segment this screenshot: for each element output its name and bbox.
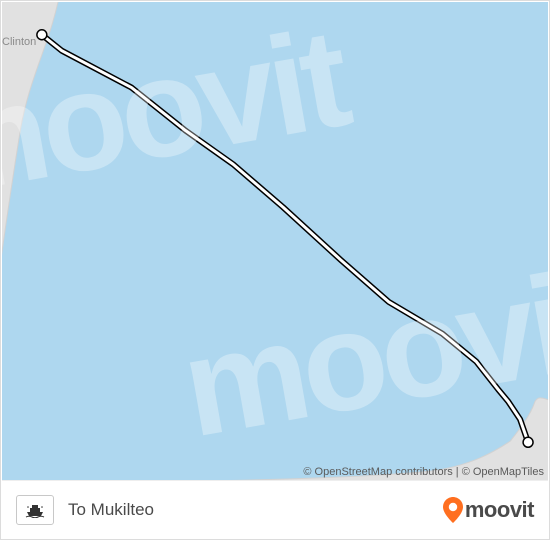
stops-layer — [37, 30, 533, 447]
map-canvas[interactable]: moovitmoovit Clinton © OpenStreetMap con… — [2, 2, 548, 480]
logo-pin-icon — [443, 497, 463, 523]
route-stop[interactable] — [523, 437, 533, 447]
ferry-icon — [24, 502, 46, 518]
route-outer — [42, 35, 528, 443]
route-inner — [42, 35, 528, 443]
moovit-logo[interactable]: moovit — [443, 497, 534, 523]
route-stop[interactable] — [37, 30, 47, 40]
footer-bar: To Mukilteo moovit — [2, 480, 548, 538]
route-title: To Mukilteo — [68, 500, 154, 520]
land-mass — [2, 2, 62, 479]
place-label: Clinton — [2, 36, 36, 48]
route-layer — [42, 35, 528, 443]
logo-text: moovit — [465, 497, 534, 523]
map-svg — [2, 2, 548, 480]
ferry-badge — [16, 495, 54, 525]
land-layer — [2, 2, 548, 480]
map-attribution: © OpenStreetMap contributors | © OpenMap… — [303, 466, 544, 478]
map-widget: moovitmoovit Clinton © OpenStreetMap con… — [0, 0, 550, 540]
